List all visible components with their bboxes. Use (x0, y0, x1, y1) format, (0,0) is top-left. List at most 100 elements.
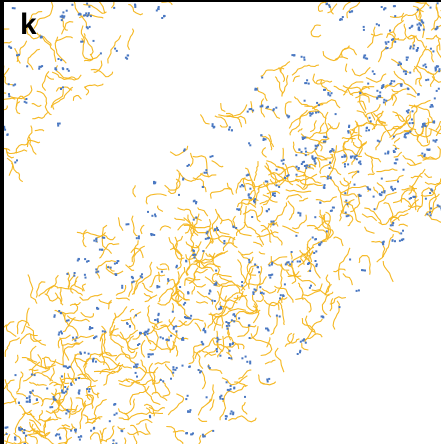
localization (134, 363, 137, 366)
localization (78, 438, 81, 441)
trajectory (41, 35, 57, 62)
localization (40, 35, 43, 38)
trajectory (194, 350, 201, 359)
localization (77, 258, 80, 261)
trajectory (209, 399, 215, 411)
trajectory (31, 361, 41, 375)
localization (96, 307, 99, 310)
localization (273, 192, 276, 195)
localization (86, 388, 89, 390)
localization (343, 163, 346, 166)
trajectory (430, 6, 439, 31)
localization (393, 80, 396, 83)
trajectory (391, 88, 407, 93)
trajectory (344, 63, 348, 73)
localization (135, 314, 137, 317)
trajectory (387, 33, 407, 41)
localization (329, 176, 332, 179)
localization (85, 12, 88, 15)
panel-label: k (20, 8, 37, 41)
trajectory (315, 79, 333, 83)
trajectory (209, 188, 232, 199)
localization (23, 429, 26, 431)
localization (216, 227, 219, 230)
localization (296, 353, 299, 355)
localization (253, 288, 256, 291)
trajectory (311, 99, 341, 110)
localization (199, 371, 201, 374)
localization (86, 2, 89, 5)
localization (67, 319, 70, 322)
localization (154, 181, 157, 184)
localization (331, 148, 334, 150)
trajectory (195, 301, 209, 304)
localization (407, 111, 409, 114)
trajectory (56, 427, 68, 441)
trajectory (291, 64, 320, 76)
trajectory (281, 75, 289, 97)
localization (256, 266, 259, 269)
localization (295, 165, 298, 168)
localization (421, 20, 424, 23)
localization (378, 24, 380, 27)
trajectory (239, 198, 259, 215)
trajectory (261, 135, 275, 148)
localization (315, 263, 318, 266)
localization (284, 176, 286, 179)
localization (344, 192, 347, 195)
trajectory (172, 430, 185, 433)
localization (251, 216, 254, 218)
localization (303, 165, 306, 167)
localization (304, 82, 307, 85)
localization (325, 136, 327, 139)
localization (248, 258, 251, 261)
localization (156, 319, 159, 322)
trajectory (261, 147, 267, 158)
localization (437, 87, 440, 90)
trajectory (235, 177, 253, 194)
trajectory (377, 45, 387, 63)
localization (84, 276, 87, 279)
localization (382, 84, 385, 86)
localization (89, 326, 91, 329)
localization (92, 39, 95, 42)
localization (23, 100, 26, 103)
localization (427, 148, 430, 151)
localization (95, 268, 98, 271)
localization (174, 368, 177, 371)
trajectory (107, 265, 115, 272)
localization (252, 109, 255, 112)
localization (120, 429, 123, 432)
localization (62, 86, 64, 89)
localization (25, 397, 28, 400)
trajectory (14, 354, 19, 364)
trajectory (222, 236, 232, 252)
localization (347, 214, 350, 217)
localization (216, 350, 218, 353)
localization (23, 442, 26, 444)
trajectory (291, 263, 302, 278)
localization (167, 279, 170, 282)
localization (245, 174, 248, 177)
localization (387, 40, 390, 43)
localization (88, 5, 91, 8)
localization (79, 13, 82, 16)
localization (394, 15, 397, 18)
trajectory (392, 144, 400, 150)
localization (74, 429, 76, 431)
trajectory (390, 212, 409, 225)
localization (53, 315, 56, 318)
localization (113, 413, 116, 416)
localization (319, 242, 322, 245)
localization (186, 165, 189, 167)
trajectory (110, 328, 119, 336)
trajectory (208, 313, 224, 329)
trajectory (435, 120, 441, 131)
trajectory (15, 101, 21, 115)
trajectory (237, 259, 246, 285)
trajectory (252, 305, 260, 324)
localization (435, 139, 438, 141)
localization (28, 400, 31, 403)
localization (353, 157, 356, 160)
localization (421, 125, 424, 128)
